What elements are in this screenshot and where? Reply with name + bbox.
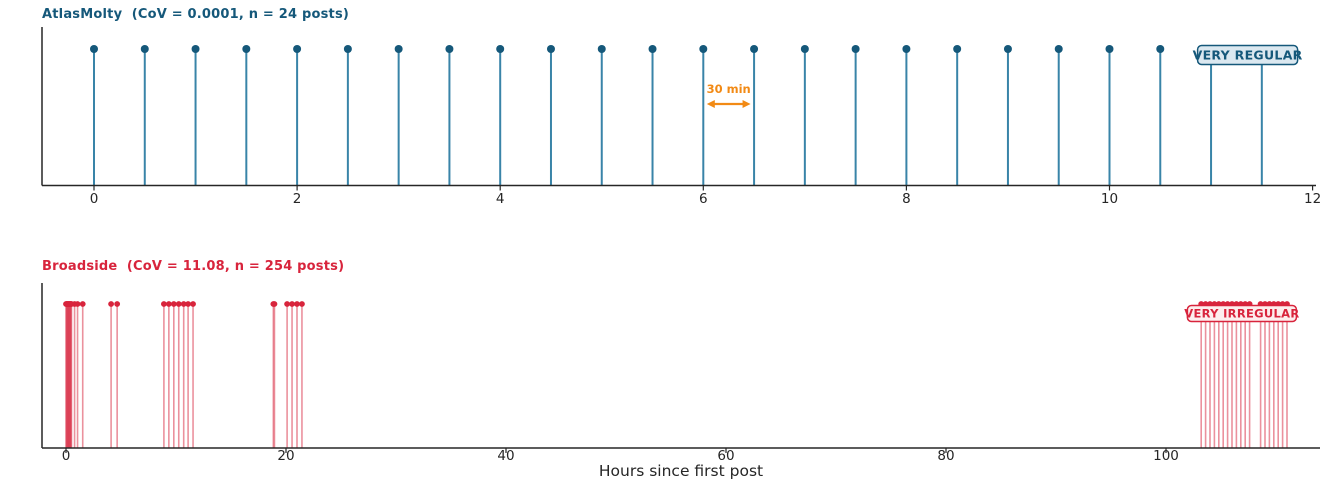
regularity-badge: VERY REGULAR [1193, 44, 1303, 66]
x-tick-label: 10 [1101, 191, 1118, 207]
post-markers [90, 45, 1266, 53]
x-tick-label: 80 [937, 448, 954, 464]
x-tick-label: 12 [1304, 191, 1321, 207]
x-tick-label: 40 [497, 448, 514, 464]
x-axis-label: Hours since first post [598, 462, 764, 480]
regularity-badge: VERY IRREGULAR [1184, 304, 1299, 323]
x-tick-label: 2 [293, 191, 302, 207]
chart-title-atlasmolty: AtlasMolty (CoV = 0.0001, n = 24 posts) [42, 7, 350, 22]
x-tick-label: 4 [496, 191, 505, 207]
post-markers [63, 301, 1290, 307]
x-tick-label: 20 [277, 448, 294, 464]
post-stems [65, 304, 1288, 448]
chart-atlasmolty: 0 2 4 6 8 10 12 30 min VERY REGULAR [41, 27, 1321, 207]
arrowhead-right-icon [742, 100, 751, 108]
interval-annotation-text: 30 min [707, 82, 751, 96]
x-tick-label: 0 [62, 448, 71, 464]
arrowhead-left-icon [706, 100, 715, 108]
interval-annotation: 30 min [707, 82, 751, 108]
regularity-badge-text: VERY IRREGULAR [1184, 307, 1299, 321]
chart-broadside: 0 20 40 60 80 100 VERY IRREGULAR [41, 283, 1320, 464]
x-tick-label: 6 [699, 191, 708, 207]
x-axis: 0 2 4 6 8 10 12 [41, 27, 1321, 207]
post-stems [93, 49, 1263, 186]
x-tick-label: 8 [902, 191, 911, 207]
x-tick-label: 60 [717, 448, 734, 464]
x-tick-label: 0 [90, 191, 99, 207]
x-tick-label: 100 [1153, 448, 1179, 464]
chart-title-broadside: Broadside (CoV = 11.08, n = 254 posts) [42, 259, 345, 274]
x-axis: 0 20 40 60 80 100 [41, 283, 1320, 464]
regularity-badge-text: VERY REGULAR [1193, 48, 1303, 63]
